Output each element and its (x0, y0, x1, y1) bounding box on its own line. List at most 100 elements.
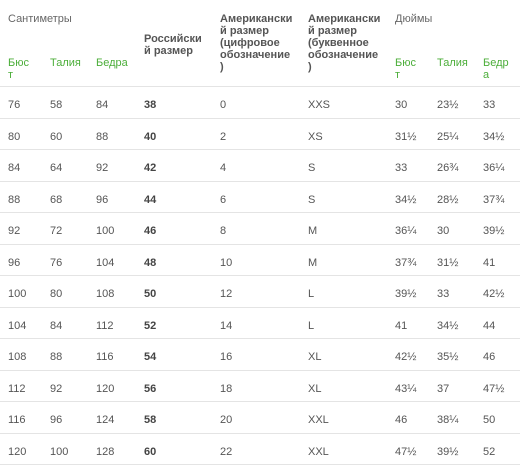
header-line: Американски (308, 13, 381, 25)
cell-bust-in: 37¾ (395, 257, 417, 269)
cell-bust-cm: 88 (8, 194, 21, 206)
cell-hips-cm: 124 (96, 414, 115, 426)
cell-bust-cm: 92 (8, 225, 21, 237)
group-header-inches: Дюймы (395, 13, 433, 25)
row-divider (0, 118, 520, 119)
cell-bust-in: 41 (395, 320, 408, 332)
cell-waist-in: 35½ (437, 351, 459, 363)
cell-waist-in: 39½ (437, 446, 459, 458)
cell-hips-cm: 116 (96, 351, 114, 363)
cell-hips-cm: 92 (96, 162, 109, 174)
cell-us-numeric: 12 (220, 288, 233, 300)
cell-hips-in: 41 (483, 257, 496, 269)
cell-hips-in: 47½ (483, 383, 505, 395)
cell-waist-cm: 72 (50, 225, 63, 237)
cell-us-numeric: 2 (220, 131, 227, 143)
cell-waist-in: 38¼ (437, 414, 459, 426)
header-us-numeric: Американски й размер (цифровое обозначен… (220, 13, 292, 73)
row-divider (0, 370, 520, 371)
cell-hips-cm: 108 (96, 288, 115, 300)
header-waist-in: Талия (437, 57, 468, 69)
header-line: обозначение (308, 49, 379, 61)
header-bust-cm: Бюс т (8, 57, 29, 81)
cell-us-numeric: 6 (220, 194, 227, 206)
cell-hips-cm: 104 (96, 257, 115, 269)
cell-bust-cm: 96 (8, 257, 21, 269)
header-line: ) (308, 61, 312, 73)
cell-bust-cm: 104 (8, 320, 27, 332)
cell-us-numeric: 22 (220, 446, 233, 458)
row-divider (0, 212, 520, 213)
cell-waist-cm: 84 (50, 320, 63, 332)
cell-hips-in: 34½ (483, 131, 505, 143)
header-line: й размер (144, 45, 193, 57)
header-hips-in: Бедр а (483, 57, 509, 81)
cell-bust-in: 39½ (395, 288, 417, 300)
cell-us-letter: XL (308, 351, 322, 363)
header-line: ) (220, 61, 224, 73)
cell-waist-cm: 60 (50, 131, 63, 143)
header-line: Бюс (8, 57, 29, 69)
cell-russian-size: 56 (144, 383, 157, 395)
cell-bust-in: 34½ (395, 194, 417, 206)
cell-bust-cm: 80 (8, 131, 21, 143)
cell-waist-in: 26¾ (437, 162, 459, 174)
cell-waist-in: 30 (437, 225, 450, 237)
cell-russian-size: 54 (144, 351, 157, 363)
cell-hips-in: 52 (483, 446, 496, 458)
cell-russian-size: 60 (144, 446, 157, 458)
cell-waist-in: 25¼ (437, 131, 459, 143)
row-divider (0, 275, 520, 276)
cell-waist-cm: 92 (50, 383, 63, 395)
cell-hips-in: 37¾ (483, 194, 505, 206)
cell-bust-cm: 84 (8, 162, 21, 174)
header-line: (буквенное (308, 37, 369, 49)
cell-bust-cm: 116 (8, 414, 26, 426)
cell-us-numeric: 18 (220, 383, 233, 395)
cell-waist-cm: 64 (50, 162, 63, 174)
cell-us-numeric: 16 (220, 351, 233, 363)
cell-bust-cm: 100 (8, 288, 27, 300)
header-us-letter: Американски й размер (буквенное обозначе… (308, 13, 380, 73)
cell-waist-in: 28½ (437, 194, 459, 206)
cell-hips-in: 33 (483, 99, 496, 111)
header-bust-in: Бюс т (395, 57, 416, 81)
cell-us-numeric: 4 (220, 162, 227, 174)
header-line: а (483, 69, 490, 81)
row-divider (0, 401, 520, 402)
cell-us-letter: XS (308, 131, 323, 143)
cell-waist-in: 33 (437, 288, 450, 300)
cell-waist-cm: 58 (50, 99, 63, 111)
cell-us-letter: XXS (308, 99, 331, 111)
header-line: (цифровое (220, 37, 280, 49)
cell-hips-in: 39½ (483, 225, 505, 237)
cell-waist-cm: 88 (50, 351, 63, 363)
cell-us-letter: S (308, 194, 316, 206)
cell-hips-in: 46 (483, 351, 496, 363)
cell-waist-cm: 68 (50, 194, 63, 206)
cell-bust-in: 47½ (395, 446, 417, 458)
row-divider (0, 244, 520, 245)
cell-us-letter: L (308, 320, 315, 332)
cell-hips-cm: 84 (96, 99, 109, 111)
cell-waist-cm: 100 (50, 446, 69, 458)
row-divider (0, 86, 520, 87)
header-line: й размер (220, 25, 269, 37)
row-divider (0, 307, 520, 308)
cell-us-letter: XL (308, 383, 322, 395)
cell-hips-cm: 120 (96, 383, 115, 395)
cell-us-numeric: 20 (220, 414, 233, 426)
row-divider (0, 338, 520, 339)
header-line: т (8, 69, 14, 81)
cell-russian-size: 40 (144, 131, 157, 143)
cell-bust-cm: 108 (8, 351, 27, 363)
cell-us-letter: M (308, 257, 318, 269)
cell-russian-size: 38 (144, 99, 157, 111)
cell-waist-cm: 80 (50, 288, 63, 300)
cell-hips-cm: 128 (96, 446, 115, 458)
header-line: Бюс (395, 57, 416, 69)
cell-waist-cm: 76 (50, 257, 63, 269)
cell-hips-cm: 100 (96, 225, 115, 237)
cell-bust-cm: 120 (8, 446, 27, 458)
cell-hips-in: 50 (483, 414, 496, 426)
